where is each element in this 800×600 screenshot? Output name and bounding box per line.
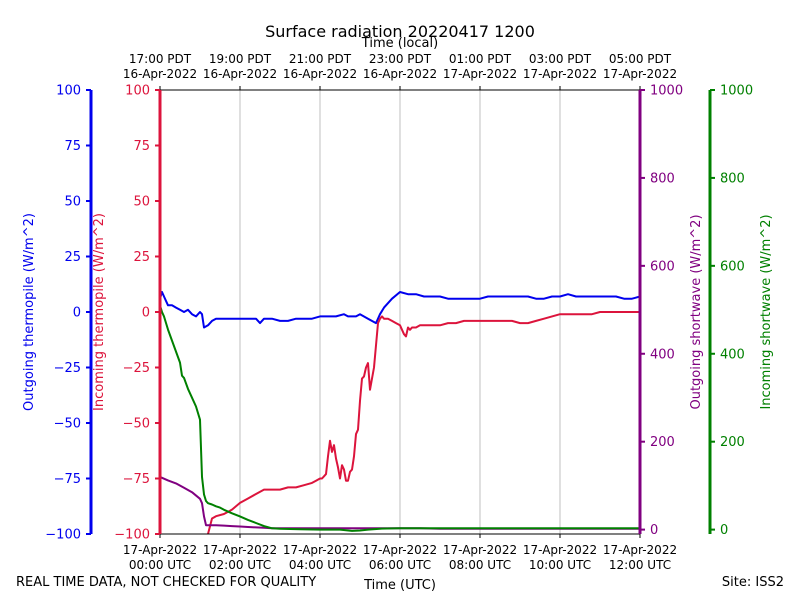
x-tick-label-local-time: 05:00 PDT [609,52,672,66]
quality-note: REAL TIME DATA, NOT CHECKED FOR QUALITY [16,575,317,590]
x-tick-label-local-time: 23:00 PDT [369,52,432,66]
incoming-shortwave-axis-label: Incoming shortwave (W/m^2) [759,214,774,409]
x-tick-label-utc-date: 17-Apr-2022 [123,543,197,557]
incoming-thermopile-tick-label: 25 [133,250,150,265]
incoming-shortwave-tick-label: 200 [720,435,745,450]
x-tick-label-local-date: 16-Apr-2022 [363,67,437,81]
incoming-shortwave-tick-label: 1000 [720,84,753,99]
outgoing-shortwave-tick-label: 600 [650,259,675,274]
x-tick-label-utc-time: 02:00 UTC [209,558,271,572]
x-tick-label-utc-time: 00:00 UTC [129,558,191,572]
outgoing-thermopile-tick-label: −100 [45,528,81,543]
chart-title: Surface radiation 20220417 1200 [265,22,535,41]
incoming-thermopile-tick-label: −75 [123,472,150,487]
outgoing-thermopile-tick-label: −25 [54,361,81,376]
incoming-thermopile-tick-label: 0 [142,306,150,321]
incoming-shortwave-line [159,305,640,532]
x-tick-label-local-date: 17-Apr-2022 [523,67,597,81]
x-tick-label-local-date: 16-Apr-2022 [283,67,357,81]
outgoing-shortwave-axis-label: Outgoing shortwave (W/m^2) [689,214,704,409]
outgoing-thermopile-tick-label: 0 [73,306,81,321]
incoming-thermopile-tick-label: 100 [125,84,150,99]
gridlines [239,90,561,534]
x-tick-label-local-date: 16-Apr-2022 [203,67,277,81]
x-tick-label-utc-date: 17-Apr-2022 [603,543,677,557]
outgoing-thermopile-line [159,291,641,329]
series-layer [159,291,641,535]
outgoing-thermopile-tick-label: 100 [56,84,81,99]
x-tick-label-utc-date: 17-Apr-2022 [363,543,437,557]
outgoing-shortwave-tick-label: 200 [650,435,675,450]
incoming-thermopile-tick-label: 75 [133,139,150,154]
x-tick-label-utc-time: 12:00 UTC [609,558,671,572]
outgoing-thermopile-axis-label: Outgoing thermopile (W/m^2) [22,213,37,411]
x-tick-label-local-date: 17-Apr-2022 [443,67,517,81]
incoming-shortwave-tick-label: 800 [720,171,745,186]
x-tick-label-local-time: 01:00 PDT [449,52,512,66]
outgoing-shortwave-tick-label: 800 [650,171,675,186]
x-tick-label-utc-date: 17-Apr-2022 [203,543,277,557]
top-axis-label: Time (local) [361,36,438,51]
x-tick-label-utc-time: 08:00 UTC [449,558,511,572]
incoming-thermopile-tick-label: −100 [114,528,150,543]
x-tick-label-local-time: 19:00 PDT [209,52,272,66]
incoming-thermopile-tick-label: 50 [133,195,150,210]
x-tick-label-utc-time: 04:00 UTC [289,558,351,572]
outgoing-shortwave-tick-label: 1000 [650,84,683,99]
incoming-thermopile-tick-label: −50 [123,417,150,432]
x-axis-label: Time (UTC) [363,578,436,593]
outgoing-thermopile-tick-label: −75 [54,472,81,487]
site-label: Site: ISS2 [721,575,784,590]
x-tick-label-utc-time: 06:00 UTC [369,558,431,572]
x-tick-label-utc-date: 17-Apr-2022 [523,543,597,557]
x-tick-label-utc-date: 17-Apr-2022 [283,543,357,557]
x-tick-label-local-time: 21:00 PDT [289,52,352,66]
incoming-thermopile-tick-label: −25 [123,361,150,376]
outgoing-thermopile-tick-label: −50 [54,417,81,432]
outgoing-thermopile-tick-label: 50 [64,195,81,210]
incoming-thermopile-axis-label: Incoming thermopile (W/m^2) [92,213,107,411]
x-tick-label-utc-date: 17-Apr-2022 [443,543,517,557]
x-tick-label-utc-time: 10:00 UTC [529,558,591,572]
x-tick-label-local-time: 03:00 PDT [529,52,592,66]
outgoing-thermopile-tick-label: 25 [64,250,81,265]
x-tick-label-local-time: 17:00 PDT [129,52,192,66]
incoming-shortwave-tick-label: 600 [720,259,745,274]
outgoing-thermopile-tick-label: 75 [64,139,81,154]
outgoing-shortwave-tick-label: 0 [650,523,658,538]
x-tick-label-local-date: 16-Apr-2022 [123,67,197,81]
x-tick-label-local-date: 17-Apr-2022 [603,67,677,81]
outgoing-shortwave-tick-label: 400 [650,347,675,362]
incoming-shortwave-tick-label: 0 [720,523,728,538]
incoming-shortwave-tick-label: 400 [720,347,745,362]
incoming-thermopile-line [207,311,640,535]
